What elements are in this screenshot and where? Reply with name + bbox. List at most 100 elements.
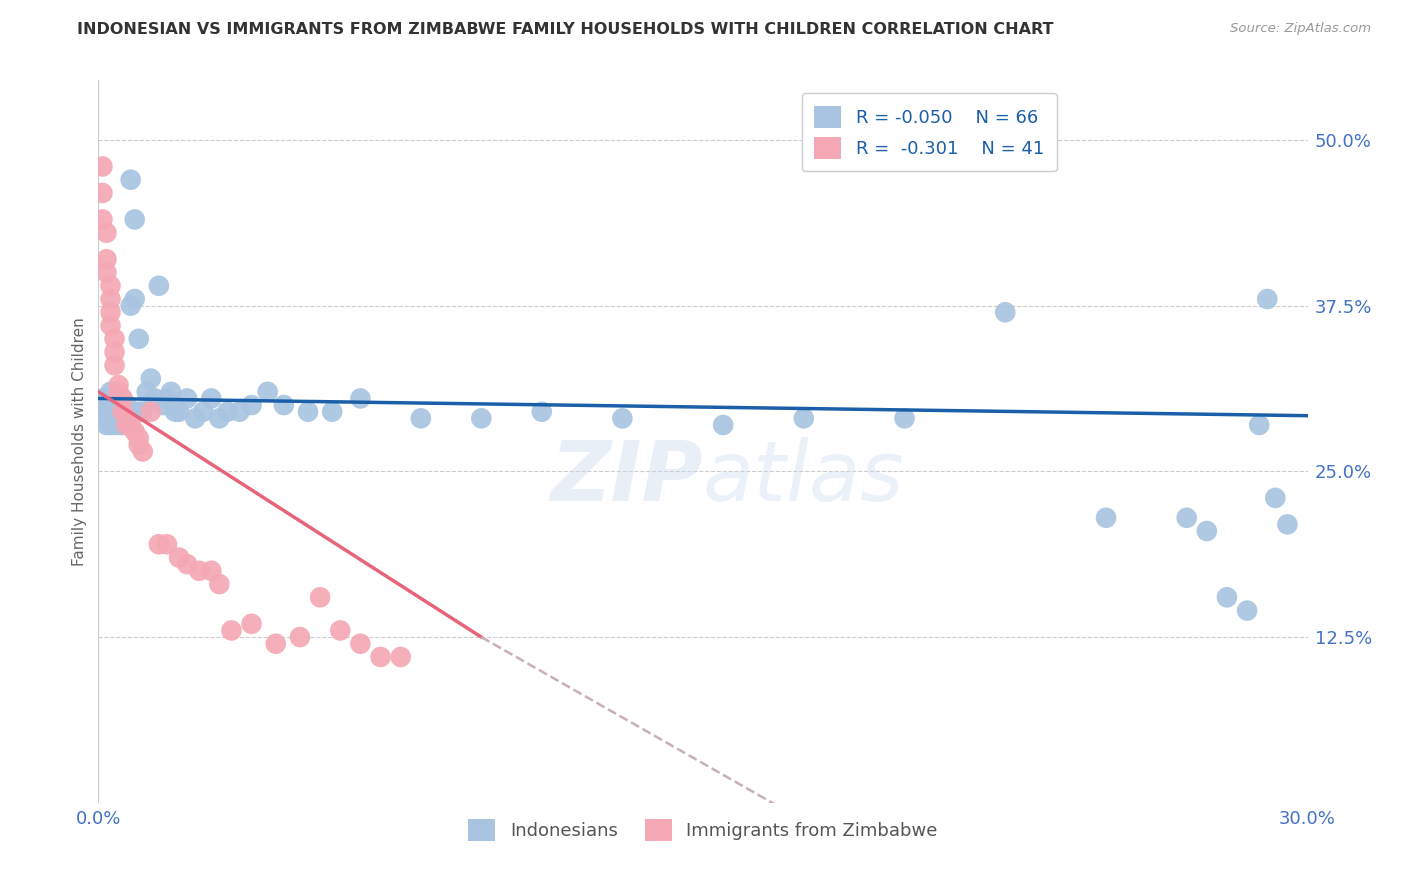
Point (91, 392, 114, 406)
Point (91, 186, 114, 200)
Point (120, 299, 142, 313)
Point (96, 405, 118, 419)
Point (1256, 292, 1278, 306)
Point (188, 564, 211, 578)
Point (124, 212, 146, 227)
Point (321, 405, 343, 419)
Point (120, 172, 142, 186)
Legend: Indonesians, Immigrants from Zimbabwe: Indonesians, Immigrants from Zimbabwe (461, 812, 945, 848)
Point (793, 411, 815, 425)
Point (115, 398, 138, 412)
Point (200, 564, 222, 578)
Point (103, 417, 125, 432)
Point (329, 624, 352, 638)
Point (470, 411, 492, 425)
Point (115, 417, 138, 432)
Point (240, 616, 263, 631)
Point (96, 226, 118, 240)
Point (100, 384, 122, 399)
Point (124, 292, 146, 306)
Point (111, 405, 134, 419)
Point (309, 591, 332, 605)
Point (100, 398, 122, 412)
Point (107, 392, 129, 406)
Point (297, 405, 319, 419)
Point (148, 537, 170, 551)
Text: ZIP: ZIP (550, 437, 703, 518)
Text: INDONESIAN VS IMMIGRANTS FROM ZIMBABWE FAMILY HOUSEHOLDS WITH CHILDREN CORRELATI: INDONESIAN VS IMMIGRANTS FROM ZIMBABWE F… (77, 22, 1054, 37)
Point (1095, 510, 1118, 524)
Point (91, 405, 114, 419)
Point (124, 425, 146, 439)
Point (91, 160, 114, 174)
Point (264, 637, 287, 651)
Point (107, 378, 129, 392)
Point (111, 392, 134, 406)
Point (1264, 491, 1286, 505)
Point (1277, 517, 1299, 532)
Point (409, 411, 432, 425)
Point (1195, 524, 1218, 538)
Point (163, 405, 186, 419)
Point (103, 405, 125, 419)
Point (184, 411, 207, 425)
Text: atlas: atlas (703, 437, 904, 518)
Point (228, 405, 250, 419)
Point (132, 405, 155, 419)
Point (152, 398, 174, 412)
Point (96, 398, 118, 412)
Point (132, 444, 155, 458)
Point (167, 550, 190, 565)
Point (128, 405, 150, 419)
Point (240, 398, 263, 412)
Point (100, 318, 122, 333)
Point (530, 405, 553, 419)
Point (994, 305, 1017, 319)
Point (288, 630, 311, 644)
Point (139, 405, 162, 419)
Point (167, 405, 190, 419)
Point (200, 392, 222, 406)
Point (103, 345, 125, 359)
Point (103, 332, 125, 346)
Point (91, 212, 114, 227)
Point (115, 411, 138, 425)
Point (1236, 603, 1258, 617)
Point (96, 417, 118, 432)
Point (107, 384, 129, 399)
Point (103, 398, 125, 412)
Point (135, 384, 157, 399)
Point (221, 624, 243, 638)
Point (370, 650, 392, 665)
Point (217, 405, 239, 419)
Point (1249, 417, 1271, 432)
Point (111, 417, 134, 432)
Point (208, 411, 231, 425)
Point (256, 384, 278, 399)
Point (176, 557, 198, 571)
Point (711, 417, 734, 432)
Point (148, 278, 170, 293)
Point (100, 278, 122, 293)
Point (208, 577, 231, 591)
Point (1175, 510, 1198, 524)
Point (128, 332, 150, 346)
Point (103, 359, 125, 373)
Point (143, 392, 166, 406)
Point (156, 392, 179, 406)
Point (389, 650, 412, 665)
Point (111, 405, 134, 419)
Point (107, 417, 129, 432)
Point (100, 417, 122, 432)
Point (115, 411, 138, 425)
Point (128, 431, 150, 445)
Point (139, 371, 162, 385)
Text: Source: ZipAtlas.com: Source: ZipAtlas.com (1230, 22, 1371, 36)
Point (111, 392, 134, 406)
Point (160, 384, 183, 399)
Y-axis label: Family Households with Children: Family Households with Children (72, 318, 87, 566)
Point (893, 411, 915, 425)
Point (107, 405, 129, 419)
Point (100, 305, 122, 319)
Point (176, 392, 198, 406)
